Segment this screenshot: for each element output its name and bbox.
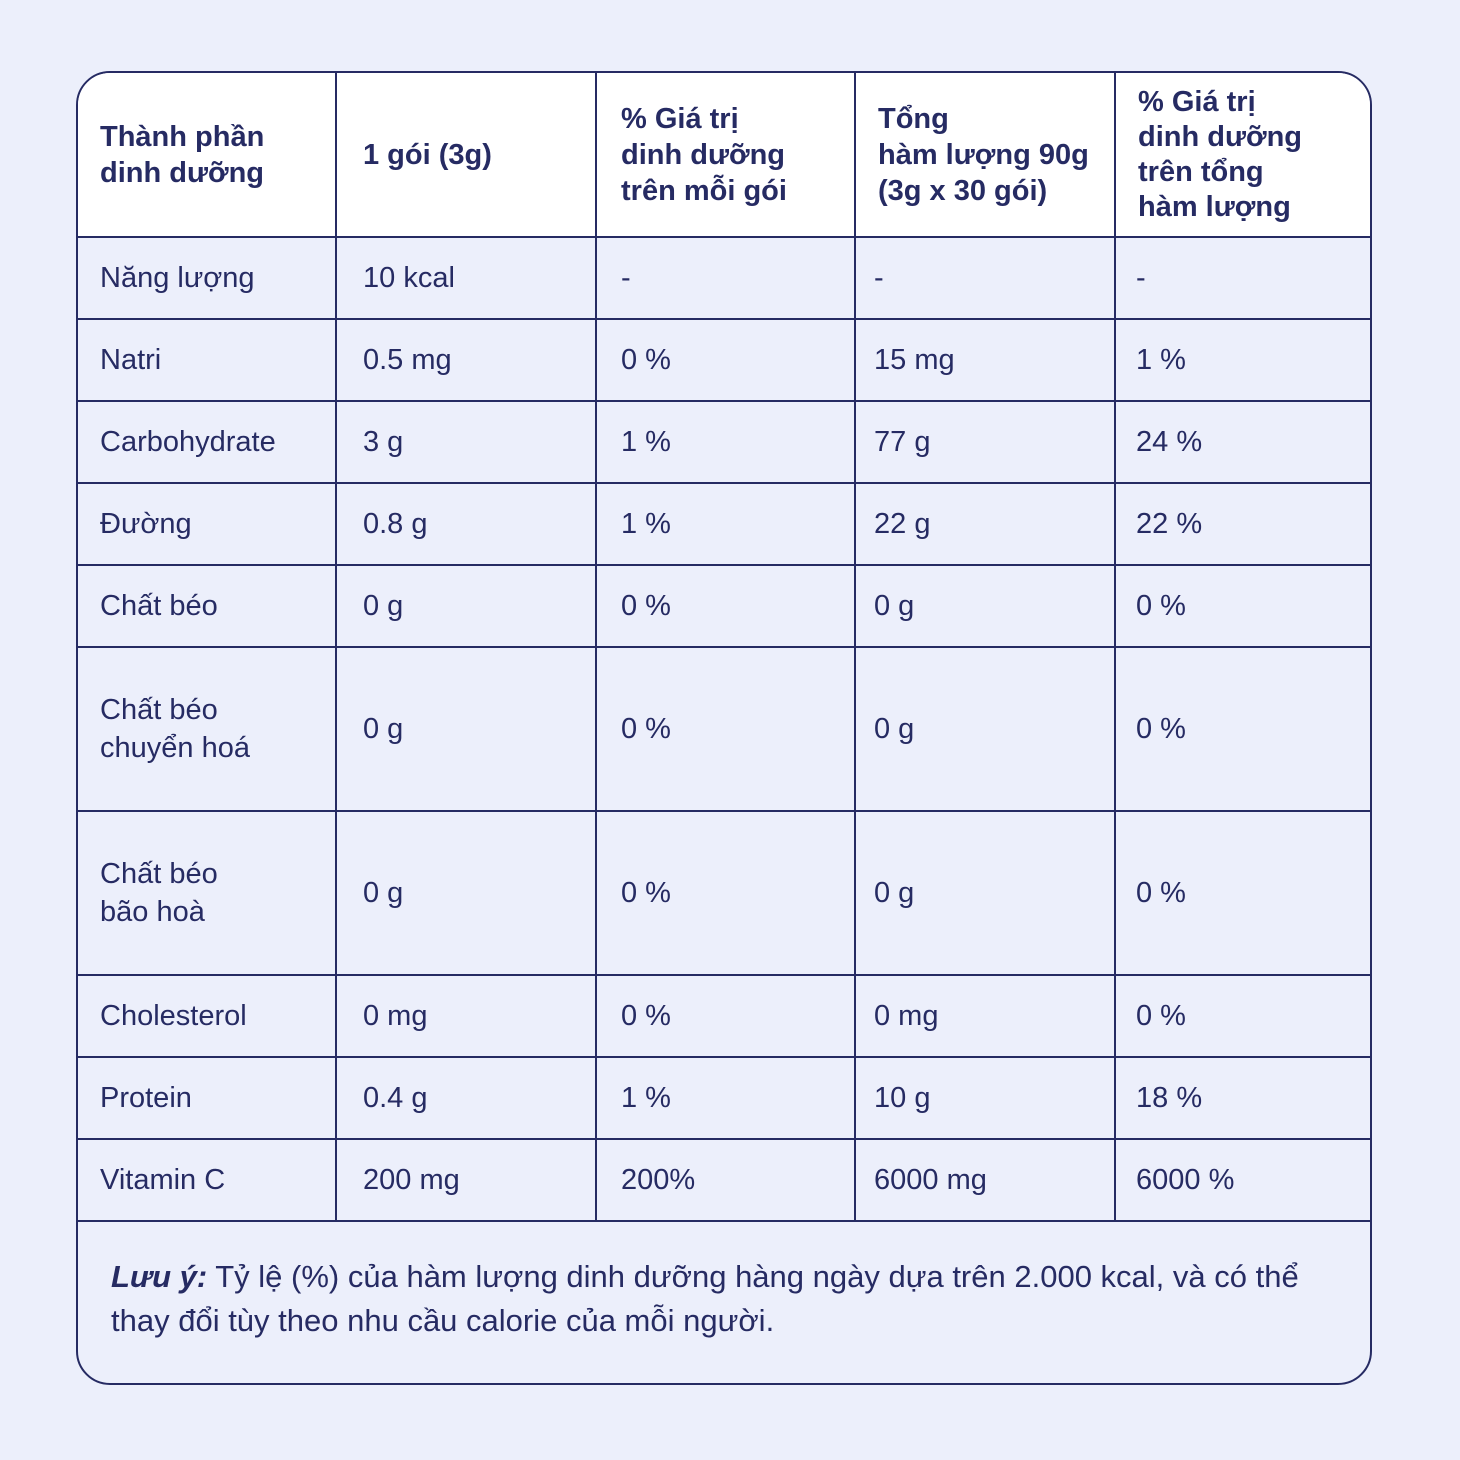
table-cell-nutrient: Vitamin C — [78, 1140, 337, 1222]
header-pct-per-pack: % Giá trị dinh dưỡng trên mỗi gói — [597, 73, 856, 238]
table-cell-pct-pack: 0 % — [597, 976, 856, 1058]
table-cell-pct-pack: 0 % — [597, 648, 856, 812]
table-cell-total: 6000 mg — [856, 1140, 1116, 1222]
table-cell-nutrient: Natri — [78, 320, 337, 402]
header-nutrient: Thành phần dinh dưỡng — [78, 73, 337, 238]
table-cell-nutrient: Chất béo — [78, 566, 337, 648]
table-cell-pct-pack: 0 % — [597, 566, 856, 648]
table-cell-pct-total: 0 % — [1116, 566, 1370, 648]
table-cell-pct-pack: - — [597, 238, 856, 320]
table-cell-nutrient: Carbohydrate — [78, 402, 337, 484]
table-cell-per-pack: 0 mg — [337, 976, 597, 1058]
table-cell-nutrient: Chất béo bão hoà — [78, 812, 337, 976]
table-cell-pct-total: 1 % — [1116, 320, 1370, 402]
table-cell-pct-total: 6000 % — [1116, 1140, 1370, 1222]
table-cell-per-pack: 0.5 mg — [337, 320, 597, 402]
table-cell-per-pack: 0 g — [337, 648, 597, 812]
table-cell-per-pack: 0.4 g — [337, 1058, 597, 1140]
table-cell-pct-total: 18 % — [1116, 1058, 1370, 1140]
table-cell-pct-pack: 1 % — [597, 402, 856, 484]
table-cell-pct-total: 0 % — [1116, 812, 1370, 976]
table-cell-total: 0 g — [856, 812, 1116, 976]
header-pct-total: % Giá trị dinh dưỡng trên tổng hàm lượng — [1116, 73, 1370, 238]
table-cell-total: 0 g — [856, 566, 1116, 648]
nutrition-card: Thành phần dinh dưỡng 1 gói (3g) % Giá t… — [76, 71, 1372, 1385]
table-cell-per-pack: 200 mg — [337, 1140, 597, 1222]
table-cell-nutrient: Protein — [78, 1058, 337, 1140]
header-per-pack: 1 gói (3g) — [337, 73, 597, 238]
table-cell-per-pack: 3 g — [337, 402, 597, 484]
table-cell-pct-total: 24 % — [1116, 402, 1370, 484]
table-cell-total: 10 g — [856, 1058, 1116, 1140]
table-cell-total: 15 mg — [856, 320, 1116, 402]
table-cell-total: 0 g — [856, 648, 1116, 812]
nutrition-table: Thành phần dinh dưỡng 1 gói (3g) % Giá t… — [78, 73, 1370, 1222]
table-cell-nutrient: Năng lượng — [78, 238, 337, 320]
table-cell-per-pack: 0.8 g — [337, 484, 597, 566]
table-cell-pct-pack: 200% — [597, 1140, 856, 1222]
table-cell-per-pack: 0 g — [337, 812, 597, 976]
footnote-label: Lưu ý: — [111, 1259, 208, 1294]
table-cell-per-pack: 10 kcal — [337, 238, 597, 320]
table-cell-nutrient: Đường — [78, 484, 337, 566]
table-cell-total: - — [856, 238, 1116, 320]
header-total: Tổng hàm lượng 90g (3g x 30 gói) — [856, 73, 1116, 238]
table-cell-pct-pack: 0 % — [597, 320, 856, 402]
table-cell-nutrient: Chất béo chuyển hoá — [78, 648, 337, 812]
table-cell-pct-total: 0 % — [1116, 648, 1370, 812]
table-cell-pct-total: 0 % — [1116, 976, 1370, 1058]
footnote-text: Tỷ lệ (%) của hàm lượng dinh dưỡng hàng … — [111, 1259, 1299, 1338]
table-cell-pct-total: 22 % — [1116, 484, 1370, 566]
table-cell-pct-total: - — [1116, 238, 1370, 320]
table-cell-pct-pack: 1 % — [597, 1058, 856, 1140]
table-cell-nutrient: Cholesterol — [78, 976, 337, 1058]
table-cell-total: 22 g — [856, 484, 1116, 566]
table-cell-pct-pack: 1 % — [597, 484, 856, 566]
table-cell-pct-pack: 0 % — [597, 812, 856, 976]
table-cell-total: 0 mg — [856, 976, 1116, 1058]
table-cell-total: 77 g — [856, 402, 1116, 484]
footnote: Lưu ý: Tỷ lệ (%) của hàm lượng dinh dưỡn… — [111, 1255, 1351, 1343]
table-cell-per-pack: 0 g — [337, 566, 597, 648]
